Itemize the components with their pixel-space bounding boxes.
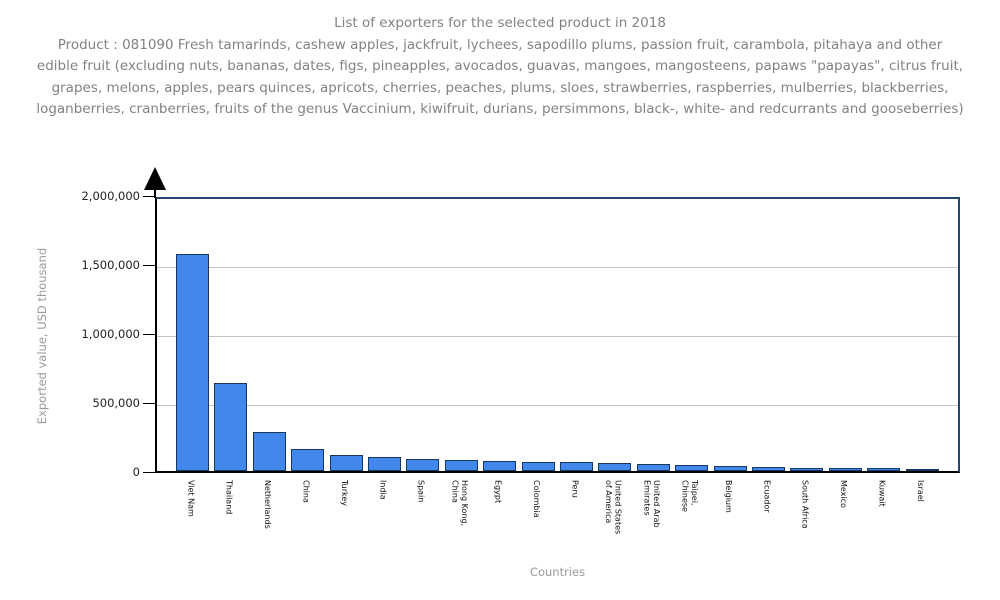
x-axis-label: United Arab Emirates [642,480,661,528]
bar [521,462,555,471]
x-axis-label: China [301,480,311,503]
y-tick-label: 0 [132,465,140,479]
bar [444,460,478,471]
bar [252,432,286,471]
plot-area [155,197,960,473]
x-axis-label: Turkey [339,480,349,507]
x-axis-label: India [378,480,388,500]
chart-subtitle: Product : 081090 Fresh tamarinds, cashew… [36,36,964,118]
bar [368,457,401,471]
x-axis-label: Netherlands [263,480,273,529]
bar [752,467,785,471]
y-tick-mark [143,334,155,335]
x-axis-label: Israel [915,480,925,502]
bar [636,464,670,471]
x-axis-label: South Africa [800,480,810,529]
x-axis-label: Belgium [723,480,733,513]
y-tick-label: 1,500,000 [81,258,140,272]
bar [713,466,747,471]
x-axis-label: Peru [570,480,580,498]
x-axis-label: Viet Nam [186,480,196,517]
x-axis-label: Taipei, Chinese [680,480,700,512]
gridline [157,336,958,337]
x-axis-label: Egypt [493,480,503,504]
x-axis-label: Spain [416,480,426,503]
y-tick-mark [143,472,155,473]
bar [291,449,325,471]
y-tick-label: 2,000,000 [81,189,140,203]
y-tick-label: 1,000,000 [81,327,140,341]
y-axis-line [154,186,156,198]
chart-header: List of exporters for the selected produ… [0,13,1000,121]
y-tick-label: 500,000 [92,396,140,410]
y-tick-mark [143,403,155,404]
x-axis-label: Mexico [839,480,849,508]
x-axis-label: Colombia [531,480,541,518]
y-axis-arrow-icon [144,167,166,190]
bar [214,383,248,471]
x-axis-label: Thailand [224,480,234,515]
x-axis-title: Countries [529,565,586,579]
bar [483,461,517,471]
gridline [157,405,958,406]
x-axis-label: Ecuador [762,480,772,513]
bar [560,462,593,471]
x-axis-label: United States of America [603,480,623,535]
chart-title: List of exporters for the selected produ… [334,15,666,31]
bar [828,468,862,471]
bar [176,254,209,471]
bar [406,459,440,471]
bar [905,469,939,471]
bar [675,465,709,471]
gridline [157,267,958,268]
x-axis-labels: Viet Nam Thailand Netherlands China Turkey In… [155,480,960,580]
y-tick-mark [143,265,155,266]
bar [790,468,824,471]
bar [329,455,363,471]
x-axis-label: Hong Kong, China [450,480,469,527]
x-axis-label: Kuwait [877,480,887,507]
bar [867,468,901,471]
y-tick-mark [143,196,155,197]
bar [598,463,632,471]
